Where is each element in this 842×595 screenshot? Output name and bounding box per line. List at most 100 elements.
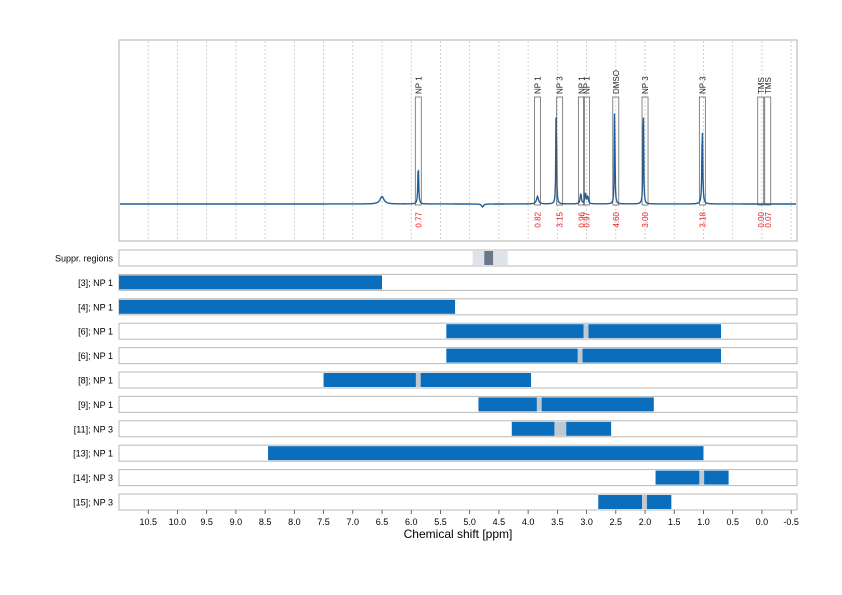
- x-tick-label: 8.5: [259, 517, 272, 527]
- integral-label: 0.77: [414, 211, 423, 227]
- row-frame: [118, 420, 798, 438]
- peak-box: [612, 96, 620, 206]
- row-frame: [118, 469, 798, 487]
- x-axis-label: Chemical shift [ppm]: [404, 527, 513, 541]
- peak-box: [698, 96, 706, 206]
- row-bar: [119, 299, 456, 314]
- row-label: [6]; NP 1: [78, 327, 113, 337]
- row-bar: [588, 324, 722, 339]
- row-bar: [446, 324, 584, 339]
- x-tick-label: 7.0: [347, 517, 360, 527]
- row-label: [9]; NP 1: [78, 400, 113, 410]
- x-tick-label: 2.0: [639, 517, 652, 527]
- row-bar: [478, 397, 537, 412]
- x-tick-label: 0.0: [756, 517, 769, 527]
- x-tick-label: 5.0: [463, 517, 476, 527]
- x-tick-label: 5.5: [434, 517, 447, 527]
- peak-box: [764, 96, 772, 206]
- row-gap: [536, 397, 542, 412]
- peak-label: NP 1: [414, 76, 423, 94]
- row-bar: [323, 373, 416, 387]
- x-tick-label: 1.5: [668, 517, 681, 527]
- row-bar: [420, 373, 532, 387]
- x-tick-label: 9.5: [200, 517, 213, 527]
- row-frame: [118, 249, 798, 267]
- row-bar: [646, 495, 672, 509]
- integral-label: 3.15: [556, 211, 565, 227]
- row-bar: [704, 470, 729, 485]
- row-bar: [446, 348, 578, 363]
- peak-label: NP 3: [698, 76, 707, 94]
- row-label: [15]; NP 3: [73, 498, 113, 508]
- peak-label: NP 1: [533, 76, 542, 94]
- row-gap: [699, 470, 705, 485]
- peak-box: [414, 96, 422, 206]
- x-tick-label: 4.0: [522, 517, 535, 527]
- peak-box: [556, 96, 564, 206]
- row-gap: [554, 421, 567, 436]
- peak-label: NP 1: [583, 76, 592, 94]
- row-label: Suppr. regions: [55, 254, 114, 264]
- integral-label: 0.00: [757, 211, 766, 227]
- row-gap: [415, 373, 421, 387]
- peak-label: NP 3: [556, 76, 565, 94]
- integral-label: 0.82: [533, 211, 542, 227]
- row-label: [14]; NP 3: [73, 473, 113, 483]
- peak-box: [641, 96, 649, 206]
- row-bar: [655, 470, 700, 485]
- row-bar: [598, 495, 643, 509]
- x-tick-label: 4.5: [493, 517, 506, 527]
- peak-box: [757, 96, 765, 206]
- x-tick-label: 9.0: [230, 517, 243, 527]
- x-tick-label: 10.0: [169, 517, 187, 527]
- row-bar: [541, 397, 654, 412]
- grid-lines: [147, 41, 792, 240]
- integral-label: 3.00: [641, 211, 650, 227]
- spectrum-area: NP 1 0.77 NP 1 0.82 NP 3 3.15 NP 1 0.96 NP 1 0.97…: [120, 70, 796, 228]
- integral-label: 0.96: [577, 211, 586, 227]
- row-gap: [577, 348, 583, 363]
- suppression-inner: [484, 251, 494, 265]
- integral-label: 0.97: [583, 211, 592, 227]
- row-label: [6]; NP 1: [78, 351, 113, 361]
- row-bar: [582, 348, 722, 363]
- row-bar: [119, 275, 383, 290]
- x-tick-label: 6.0: [405, 517, 418, 527]
- x-tick-label: 0.5: [726, 517, 739, 527]
- spectrum-panel: [118, 39, 798, 242]
- x-tick-label: 3.5: [551, 517, 564, 527]
- row-bar: [566, 421, 612, 436]
- x-tick-label: 2.5: [610, 517, 623, 527]
- peak-label: NP 1: [577, 76, 586, 94]
- row-frame: [118, 395, 798, 413]
- row-bar: [511, 421, 555, 436]
- integral-label: 0.07: [764, 211, 773, 227]
- x-tick-label: 3.0: [580, 517, 593, 527]
- x-tick-label: 1.0: [697, 517, 710, 527]
- row-gap: [583, 324, 589, 339]
- x-tick-label: 8.0: [288, 517, 301, 527]
- x-tick-label: -0.5: [783, 517, 799, 527]
- x-tick-label: 6.5: [376, 517, 389, 527]
- row-label: [8]; NP 1: [78, 376, 113, 386]
- row-label: [3]; NP 1: [78, 278, 113, 288]
- row-label: [11]; NP 3: [74, 424, 113, 434]
- x-tick-label: 10.5: [139, 517, 157, 527]
- row-bar: [268, 446, 704, 461]
- x-tick-label: 7.5: [317, 517, 330, 527]
- peak-box: [577, 96, 585, 206]
- spectrum-line: [120, 113, 796, 208]
- multiplet-rows: Suppr. regions [3]; NP 1 [4]; NP 1 [6]; NP …: [55, 249, 798, 511]
- peak-label: TMS: [764, 77, 773, 94]
- row-label: [4]; NP 1: [78, 302, 113, 312]
- row-label: [13]; NP 1: [73, 449, 113, 459]
- row-frame: [118, 493, 798, 511]
- peak-label: DMSO: [612, 70, 621, 94]
- row-gap: [642, 495, 647, 509]
- x-axis: 10.5 10.0 9.5 9.0 8.5 8.0 7.5 7.0 6.5 6.0 5.5 5.0 4.…: [139, 510, 799, 527]
- peak-label: NP 3: [641, 76, 650, 94]
- integral-label: 3.18: [698, 211, 707, 227]
- peak-label: TMS: [757, 77, 766, 94]
- integral-label: 4.60: [612, 211, 621, 227]
